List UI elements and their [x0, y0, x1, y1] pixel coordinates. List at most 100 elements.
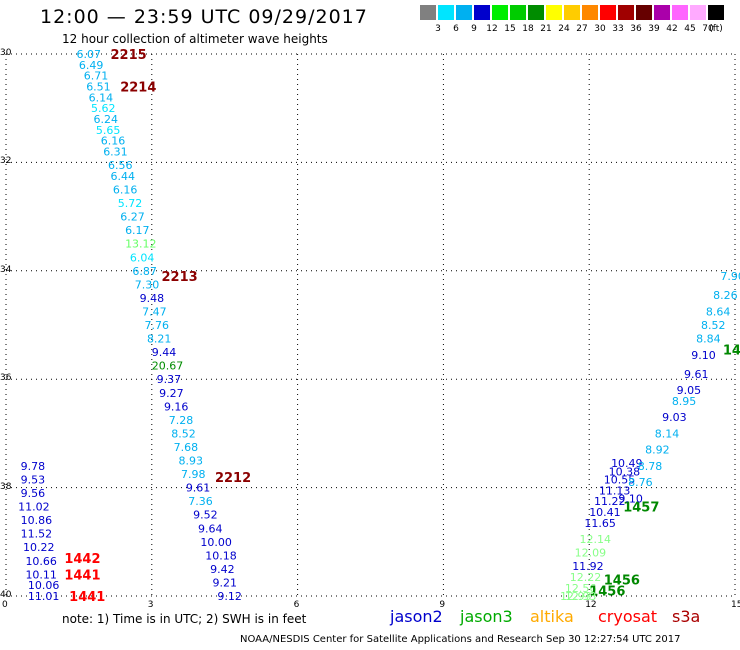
lat-tick-label: 36: [0, 373, 12, 384]
scale-swatch: [636, 5, 653, 20]
scale-swatch: [600, 5, 617, 20]
scale-swatch: [582, 5, 599, 20]
lon-tick-label: 3: [147, 600, 154, 610]
swh-value-label: 8.64: [706, 305, 731, 318]
swh-value-label: 6.49: [79, 59, 104, 72]
lat-tick-label: 30: [0, 48, 12, 58]
swh-value-label: 9.10: [618, 492, 643, 505]
legend-altika: altika: [530, 607, 574, 626]
swh-value-label: 12.22: [570, 571, 602, 584]
lat-tick-label: 40: [0, 590, 12, 600]
pass-time-label: 2215: [110, 48, 146, 63]
lon-tick-label: 9: [439, 600, 446, 610]
swh-value-label: 9.27: [159, 387, 184, 400]
swh-value-label: 6.27: [120, 211, 144, 224]
swh-value-label: 11.13: [599, 484, 631, 497]
scale-label: 42: [666, 24, 678, 34]
legend-jason3: jason3: [460, 607, 513, 626]
scale-swatch: [564, 5, 581, 20]
scale-swatch: [420, 5, 437, 20]
pass-time-label: 1441: [64, 568, 100, 583]
swh-value-label: 9.52: [193, 509, 218, 522]
pass-time-label: 2213: [162, 270, 198, 285]
wave-height-color-scale: 3 6 9 12 15 18 21 24 27 30 33 36 39 42 45 70 (ft): [420, 5, 728, 35]
scale-swatch: [492, 5, 509, 20]
swh-value-label: 8.84: [696, 333, 721, 346]
swh-value-label: 10.66: [25, 555, 57, 568]
lat-tick-label: 32: [0, 156, 12, 167]
swh-value-label: 8.52: [701, 319, 726, 332]
swh-value-label: 20.67: [152, 360, 184, 373]
swh-value-label: 9.78: [21, 460, 46, 473]
swh-value-label: 11.52: [21, 528, 53, 541]
swh-value-label: 11.22: [594, 495, 626, 508]
footer: NOAA/NESDIS Center for Satellite Applica…: [240, 634, 681, 645]
scale-label: 3: [435, 24, 441, 34]
scale-swatch: [708, 5, 725, 20]
swh-value-label: 6.16: [101, 135, 126, 148]
swh-value-label: 12.93: [560, 590, 592, 603]
swh-value-label: 9.21: [213, 576, 238, 589]
map-subtitle: 12 hour collection of altimeter wave hei…: [62, 32, 328, 46]
pass-time-label: 1457: [623, 501, 659, 516]
swh-value-label: 6.07: [76, 48, 101, 61]
pass-time-label: 1456: [604, 574, 640, 589]
swh-value-label: 7.47: [142, 305, 167, 318]
swh-value-label: 8.92: [645, 444, 670, 457]
scale-swatch: [690, 5, 707, 20]
swh-value-label: 12.93: [565, 590, 597, 603]
track-1442-1441: 9.789.539.5611.0210.8611.5210.2210.6610.…: [18, 460, 105, 605]
swh-value-label: 12.14: [579, 533, 611, 546]
swh-value-label: 7.36: [188, 495, 213, 508]
swh-value-label: 9.16: [164, 400, 189, 413]
swh-value-label: 10.18: [205, 549, 237, 562]
swh-value-label: 9.56: [21, 487, 46, 500]
lat-tick-label: 34: [0, 264, 12, 275]
swh-value-label: 8.21: [147, 333, 172, 346]
swh-value-label: 9.05: [677, 384, 702, 397]
swh-value-label: 10.11: [25, 568, 57, 581]
swh-value-label: 8.26: [713, 289, 738, 302]
swh-value-label: 11.65: [584, 517, 616, 530]
swh-value-label: 7.28: [169, 414, 194, 427]
swh-value-label: 5.72: [118, 197, 143, 210]
swh-value-label: 8.14: [655, 427, 680, 440]
swh-value-label: 6.17: [125, 224, 150, 237]
legend-cryosat: cryosat: [598, 607, 658, 626]
swh-value-label: 9.12: [217, 590, 242, 603]
swh-value-label: 8.95: [672, 395, 697, 408]
scale-swatch: [672, 5, 689, 20]
scale-label: 33: [612, 24, 624, 34]
track-1456-1458-east: 12.93 9.10 8.76 8.78 8.92 8.14 9.03 8.959.05 9.6…: [565, 270, 740, 603]
swh-value-label: 12.09: [575, 547, 607, 560]
swh-value-label: 10.49: [611, 457, 643, 470]
pass-time-label: 2212: [215, 471, 251, 486]
swh-value-label: 8.93: [179, 455, 204, 468]
footer-timestamp: Sep 30 12:27:54 UTC 2017: [546, 634, 681, 645]
track-2215-2212: 6.076.496.716.516.145.626.245.656.166.31…: [76, 48, 251, 603]
scale-swatch: [528, 5, 545, 20]
swh-value-label: 9.42: [210, 563, 235, 576]
swh-value-label: 11.02: [18, 501, 50, 514]
scale-label: 21: [540, 24, 552, 34]
lon-tick-label: 15: [731, 600, 740, 610]
swh-value-label: 10.22: [23, 541, 55, 554]
legend-s3a: s3a: [672, 607, 701, 626]
swh-value-label: 9.10: [691, 349, 716, 362]
swh-value-label: 6.31: [103, 146, 128, 159]
lon-tick-label: 6: [293, 600, 300, 610]
units-note: note: 1) Time is in UTC; 2) SWH is in fe…: [62, 612, 307, 626]
swh-value-label: 10.55: [604, 473, 636, 486]
scale-swatch: [438, 5, 455, 20]
swh-value-label: 6.24: [93, 113, 118, 126]
pass-time-label: 1442: [64, 552, 100, 567]
scale-label: 27: [576, 24, 588, 34]
swh-value-label: 10.00: [200, 536, 232, 549]
scale-label: 18: [522, 24, 534, 34]
swh-value-label: 6.44: [110, 170, 134, 183]
lat-lon-grid: [5, 53, 736, 597]
scale-label: 36: [630, 24, 642, 34]
